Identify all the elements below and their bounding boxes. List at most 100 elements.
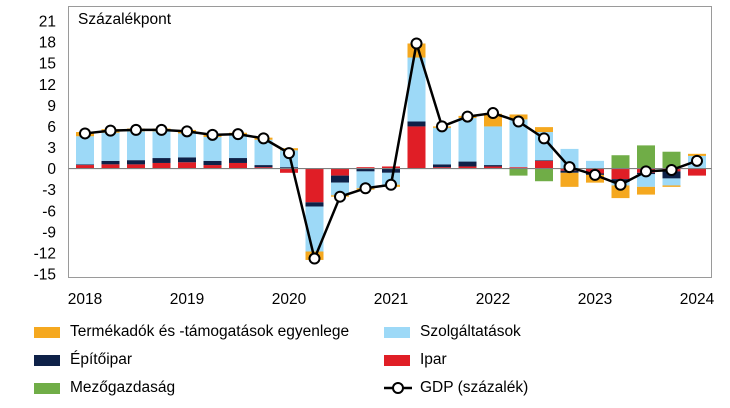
bar-szolgaltatasok (458, 117, 477, 162)
gdp-marker (487, 107, 499, 120)
legend-label-mezogazdasag: Mezőgazdaság (70, 379, 176, 396)
bar-szolgaltatasok (484, 126, 502, 166)
gdp-marker (589, 168, 601, 181)
bar-epitoipar (152, 158, 171, 163)
bar-epitoipar (178, 157, 196, 163)
bar-mezogazdasag (535, 168, 553, 182)
legend-swatch-mezogazdasag (34, 382, 60, 394)
gdp-marker (334, 190, 346, 203)
plot-frame (68, 6, 712, 278)
bar-epitoipar (76, 164, 94, 166)
y-tick-label: 6 (47, 119, 56, 136)
gdp-marker (461, 110, 474, 123)
bar-ipar (280, 168, 298, 173)
gdp-marker (257, 132, 270, 145)
bar-szolgaltatasok (229, 135, 247, 159)
y-tick-label: 15 (39, 56, 56, 73)
bar-ipar (76, 165, 94, 169)
bar-szolgaltatasok (433, 127, 451, 165)
bar-ipar (178, 162, 196, 169)
bar-ipar (152, 162, 171, 169)
bar-szolgaltatasok (356, 171, 375, 189)
legend-item-termekadok: Termékadók és -támogatások egyenlege (34, 323, 349, 341)
bar-epitoipar (305, 202, 324, 207)
bar-ipar (356, 167, 375, 169)
bar-epitoipar (331, 175, 349, 183)
bar-ipar (433, 167, 451, 169)
bar-ipar (458, 166, 477, 169)
y-tick-label: -3 (42, 182, 56, 199)
bar-ipar (229, 162, 247, 169)
bar-ipar (203, 165, 222, 169)
bar-epitoipar (101, 160, 120, 165)
y-tick-label: 21 (39, 14, 56, 31)
gdp-marker (538, 132, 550, 145)
legend-item-gdp: GDP (százalék) (384, 379, 528, 397)
gdp-marker (691, 154, 703, 167)
gdp-line-layer (79, 37, 703, 265)
bar-szolgaltatasok (178, 133, 196, 158)
bar-epitoipar (433, 164, 451, 168)
bar-ipar (509, 167, 528, 169)
x-tick-label: 2021 (374, 291, 408, 308)
bar-epitoipar (407, 121, 426, 127)
y-tick-label: 18 (39, 35, 56, 52)
bar-epitoipar (254, 165, 273, 168)
y-tick-label: -6 (42, 203, 56, 220)
bar-termekadok (637, 186, 655, 195)
bar-szolgaltatasok (637, 174, 655, 187)
y-tick-label: 9 (47, 98, 56, 115)
bar-szolgaltatasok (127, 131, 145, 161)
bar-ipar (535, 160, 553, 169)
y-tick-label: -12 (34, 245, 56, 262)
bar-ipar (254, 167, 273, 169)
gdp-marker (665, 163, 678, 176)
bar-szolgaltatasok (662, 178, 681, 186)
legend-item-szolgaltatasok: Szolgáltatások (384, 323, 521, 341)
bar-szolgaltatasok (331, 182, 349, 196)
gdp-marker (308, 252, 321, 265)
gdp-marker (436, 120, 448, 133)
bar-ipar (331, 168, 349, 176)
bar-ipar (407, 126, 426, 169)
legend-label-szolgaltatasok: Szolgáltatások (420, 323, 521, 340)
bars-layer (76, 43, 706, 260)
gdp-marker (410, 37, 423, 50)
bar-ipar (382, 166, 400, 169)
legend-circle-marker-icon (392, 382, 404, 394)
bar-mezogazdasag (662, 151, 681, 169)
gdp-marker (79, 127, 91, 140)
bar-szolgaltatasok (101, 132, 120, 161)
y-tick-label: -15 (34, 267, 56, 284)
legend-label-termekadok: Termékadók és -támogatások egyenlege (70, 323, 350, 340)
bar-mezogazdasag (509, 168, 528, 176)
y-tick-label: -9 (42, 224, 56, 241)
bar-szolgaltatasok (254, 139, 273, 166)
legend-line-marker-icon (384, 382, 412, 394)
bar-szolgaltatasok (203, 136, 222, 161)
y-tick-label: 0 (47, 161, 56, 178)
x-tick-label: 2018 (68, 291, 102, 308)
gdp-marker (640, 165, 652, 178)
bar-ipar (688, 168, 706, 176)
legend-label-epitoipar: Építőipar (70, 351, 133, 368)
bar-ipar (611, 168, 630, 180)
legend-item-ipar: Ipar (384, 351, 447, 369)
gdp-marker (614, 178, 627, 191)
legend-swatch-termekadok (34, 326, 60, 338)
gdp-marker (155, 123, 168, 136)
bar-epitoipar (356, 168, 375, 172)
gdp-marker (563, 161, 576, 174)
bar-termekadok (535, 127, 553, 133)
bar-termekadok (662, 185, 681, 187)
legend-item-epitoipar: Építőipar (34, 351, 132, 369)
legend-label-gdp: GDP (százalék) (420, 379, 529, 396)
x-tick-label: 2023 (578, 291, 612, 308)
bar-epitoipar (535, 160, 553, 161)
gdp-marker (206, 128, 219, 141)
gdp-marker (104, 124, 117, 137)
bar-mezogazdasag (611, 155, 630, 169)
bar-ipar (305, 168, 324, 203)
bar-szolgaltatasok (509, 119, 528, 168)
